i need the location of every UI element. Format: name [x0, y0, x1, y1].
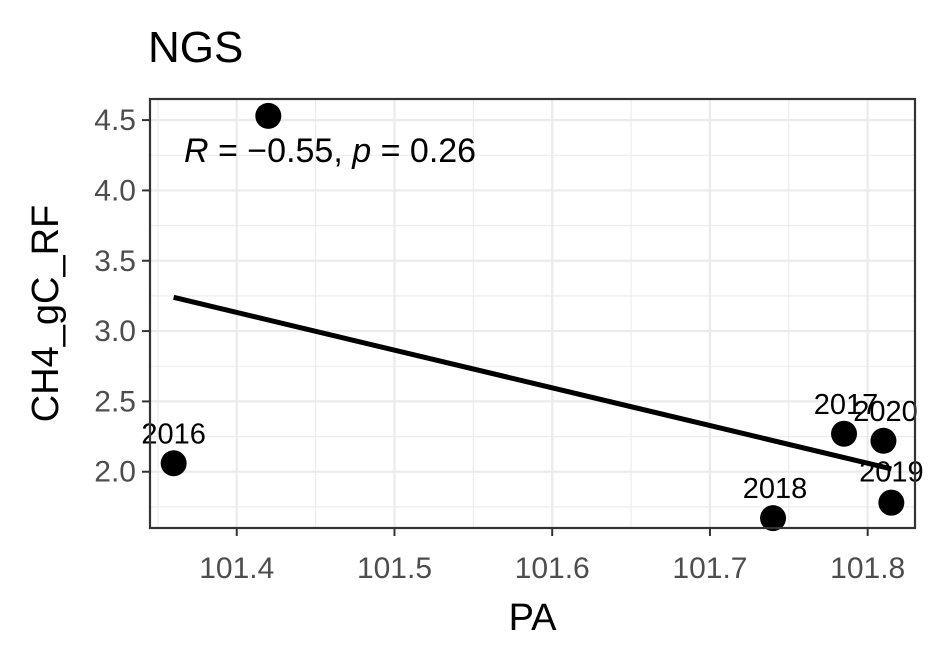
correlation-annotation: R = −0.55, p = 0.26 [184, 132, 476, 170]
x-axis-title: PA [509, 597, 558, 639]
data-point [160, 450, 187, 477]
x-axis-ticks: 101.4 101.5 101.6 101.7 101.8 [199, 528, 905, 585]
x-tick-label: 101.8 [830, 552, 905, 585]
point-label: 2018 [743, 473, 808, 505]
data-point [760, 505, 787, 532]
y-axis-title: CH4_gC_RF [25, 205, 67, 423]
y-tick-label: 4.5 [94, 104, 136, 137]
y-tick-label: 4.0 [94, 174, 136, 207]
point-label: 2019 [859, 457, 924, 489]
x-tick-label: 101.5 [357, 552, 432, 585]
data-points [160, 102, 905, 532]
x-tick-label: 101.7 [672, 552, 747, 585]
y-tick-label: 2.0 [94, 456, 136, 489]
y-tick-label: 3.5 [94, 245, 136, 278]
r-symbol: R [184, 132, 209, 170]
chart-title: NGS [148, 23, 243, 72]
regression-line [173, 294, 892, 472]
p-symbol: p [351, 132, 371, 170]
data-point [870, 427, 897, 454]
data-point [831, 420, 858, 447]
x-tick-label: 101.4 [199, 552, 274, 585]
p-value: = 0.26 [371, 132, 476, 170]
plot-panel-border [148, 97, 917, 530]
y-axis-ticks: 2.0 2.5 3.0 3.5 4.0 4.5 [94, 104, 150, 489]
point-label: 2016 [141, 418, 206, 450]
r-value: = −0.55, [209, 132, 353, 170]
point-label: 2020 [853, 396, 918, 428]
data-point [878, 489, 905, 516]
y-tick-label: 3.0 [94, 315, 136, 348]
data-point [255, 102, 282, 129]
x-tick-label: 101.6 [515, 552, 590, 585]
regression-line-group [173, 294, 892, 472]
y-tick-label: 2.5 [94, 385, 136, 418]
point-labels: 2016 2017 2018 2019 2020 [141, 389, 923, 505]
point-label: 2017 [814, 389, 879, 421]
grid [150, 99, 915, 528]
